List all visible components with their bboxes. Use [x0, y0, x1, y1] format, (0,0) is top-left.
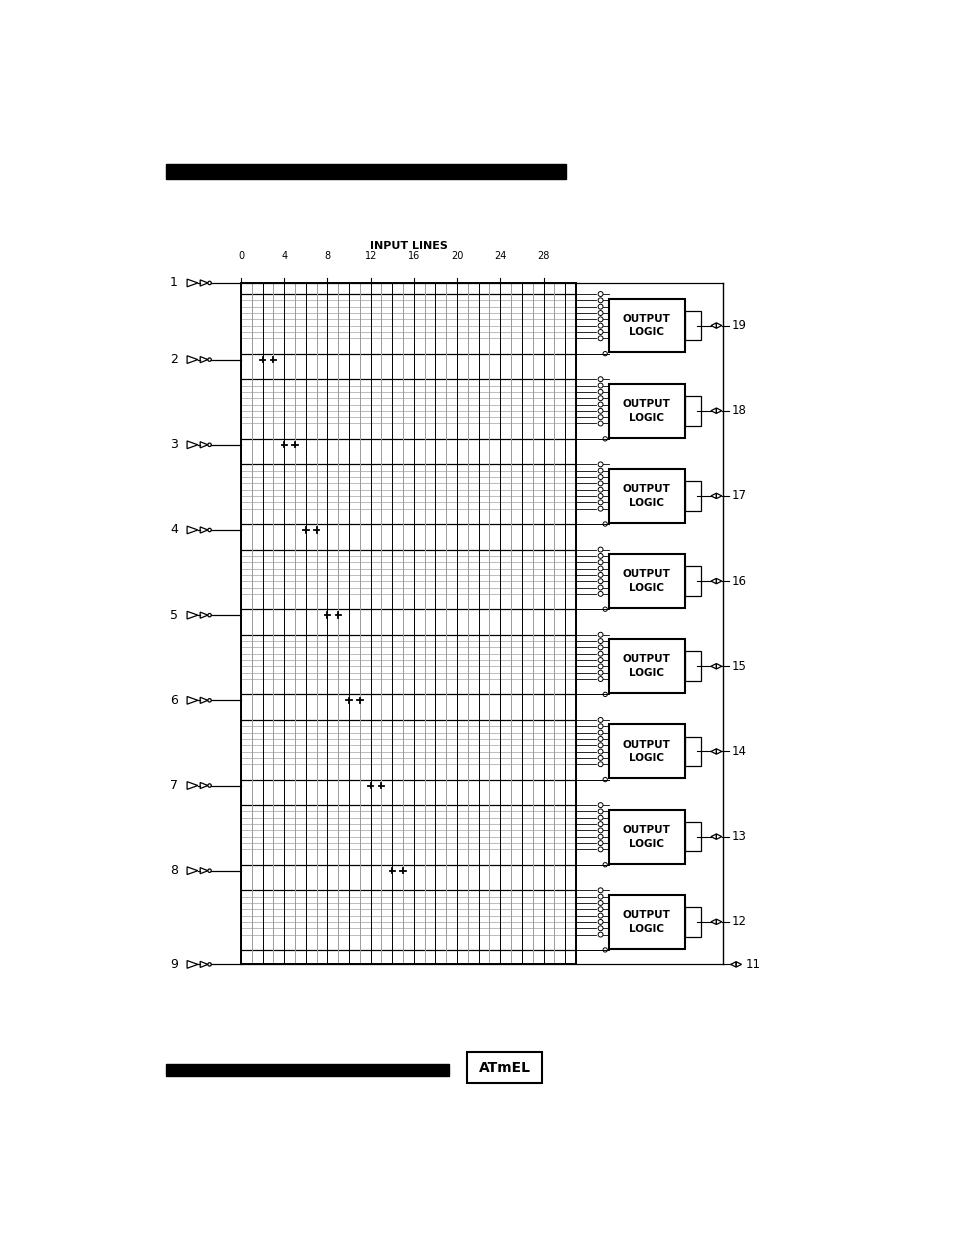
Text: LOGIC: LOGIC: [629, 839, 663, 848]
FancyBboxPatch shape: [166, 163, 565, 179]
Text: INPUT LINES: INPUT LINES: [369, 241, 447, 251]
Text: 8: 8: [170, 864, 177, 877]
FancyBboxPatch shape: [608, 895, 684, 948]
Text: 9: 9: [170, 958, 177, 971]
Text: LOGIC: LOGIC: [629, 753, 663, 763]
Text: LOGIC: LOGIC: [629, 498, 663, 508]
Text: 28: 28: [537, 252, 549, 262]
FancyBboxPatch shape: [608, 555, 684, 608]
Text: 24: 24: [494, 252, 506, 262]
Text: 3: 3: [170, 438, 177, 451]
FancyBboxPatch shape: [684, 567, 700, 597]
Text: 7: 7: [170, 779, 177, 792]
Text: 12: 12: [364, 252, 376, 262]
Text: 17: 17: [731, 489, 746, 503]
Text: 5: 5: [170, 609, 177, 621]
Text: OUTPUT: OUTPUT: [622, 569, 670, 579]
FancyBboxPatch shape: [684, 311, 700, 341]
FancyBboxPatch shape: [608, 725, 684, 778]
Text: 6: 6: [170, 694, 177, 706]
Text: OUTPUT: OUTPUT: [622, 314, 670, 324]
Text: 14: 14: [731, 745, 746, 758]
Text: LOGIC: LOGIC: [629, 924, 663, 934]
Text: 12: 12: [731, 915, 746, 929]
Text: OUTPUT: OUTPUT: [622, 740, 670, 750]
Text: OUTPUT: OUTPUT: [622, 910, 670, 920]
Text: OUTPUT: OUTPUT: [622, 484, 670, 494]
Text: 16: 16: [731, 574, 746, 588]
FancyBboxPatch shape: [684, 482, 700, 511]
Text: OUTPUT: OUTPUT: [622, 825, 670, 835]
Text: 18: 18: [731, 404, 746, 417]
FancyBboxPatch shape: [608, 810, 684, 863]
Text: 16: 16: [407, 252, 419, 262]
Text: LOGIC: LOGIC: [629, 327, 663, 337]
Text: 11: 11: [744, 958, 760, 971]
FancyBboxPatch shape: [467, 1052, 541, 1083]
Text: LOGIC: LOGIC: [629, 412, 663, 422]
Text: 4: 4: [170, 524, 177, 536]
Text: 4: 4: [281, 252, 287, 262]
Text: LOGIC: LOGIC: [629, 583, 663, 593]
FancyBboxPatch shape: [684, 906, 700, 936]
Text: 15: 15: [731, 659, 746, 673]
Text: 8: 8: [324, 252, 330, 262]
Text: 2: 2: [170, 353, 177, 366]
FancyBboxPatch shape: [608, 299, 684, 352]
FancyBboxPatch shape: [608, 469, 684, 522]
Text: OUTPUT: OUTPUT: [622, 655, 670, 664]
FancyBboxPatch shape: [166, 1063, 449, 1076]
Text: 1: 1: [170, 277, 177, 289]
FancyBboxPatch shape: [684, 396, 700, 426]
FancyBboxPatch shape: [608, 640, 684, 693]
Text: 0: 0: [237, 252, 244, 262]
Text: 20: 20: [451, 252, 463, 262]
Text: LOGIC: LOGIC: [629, 668, 663, 678]
Text: ATmEL: ATmEL: [478, 1061, 530, 1074]
Text: OUTPUT: OUTPUT: [622, 399, 670, 409]
FancyBboxPatch shape: [684, 651, 700, 680]
Text: 13: 13: [731, 830, 746, 844]
FancyBboxPatch shape: [684, 736, 700, 766]
FancyBboxPatch shape: [684, 821, 700, 851]
Text: 19: 19: [731, 319, 746, 332]
FancyBboxPatch shape: [608, 384, 684, 437]
